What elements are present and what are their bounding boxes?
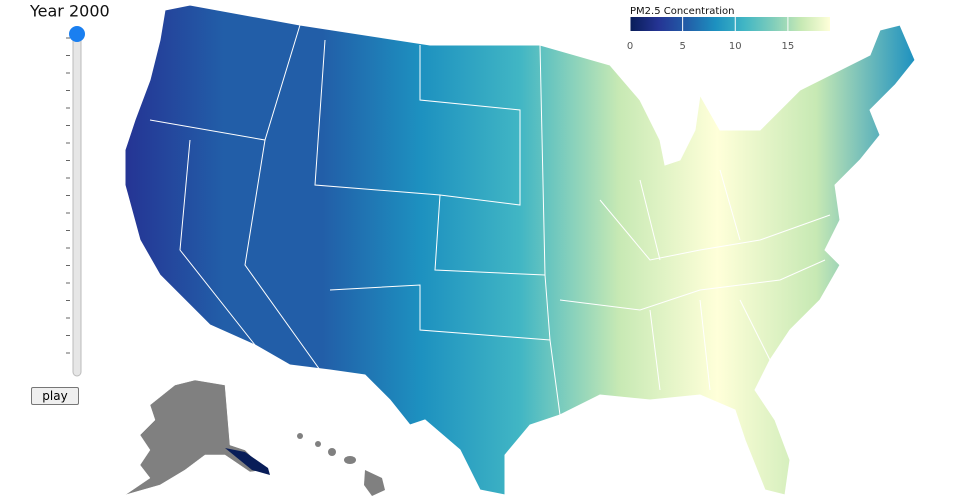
- state-borders: [149, 24, 831, 416]
- slider-knob[interactable]: [69, 26, 85, 42]
- slider-track[interactable]: [72, 27, 82, 377]
- alaska: [124, 379, 266, 496]
- legend-tick-label: 10: [729, 41, 742, 52]
- slider-ticks: [66, 37, 70, 354]
- legend-title: PM2.5 Concentration: [630, 6, 734, 17]
- legend-tick-label: 15: [782, 41, 795, 52]
- play-button[interactable]: play: [31, 387, 79, 405]
- alaska-panhandle: [225, 448, 270, 475]
- contiguous-us: [124, 4, 916, 496]
- hawaii: [297, 433, 385, 496]
- year-title: Year 2000: [29, 2, 110, 21]
- legend-tick-label: 0: [627, 41, 633, 52]
- legend-tick-label: 5: [679, 41, 685, 52]
- legend-colorbar: [630, 17, 830, 31]
